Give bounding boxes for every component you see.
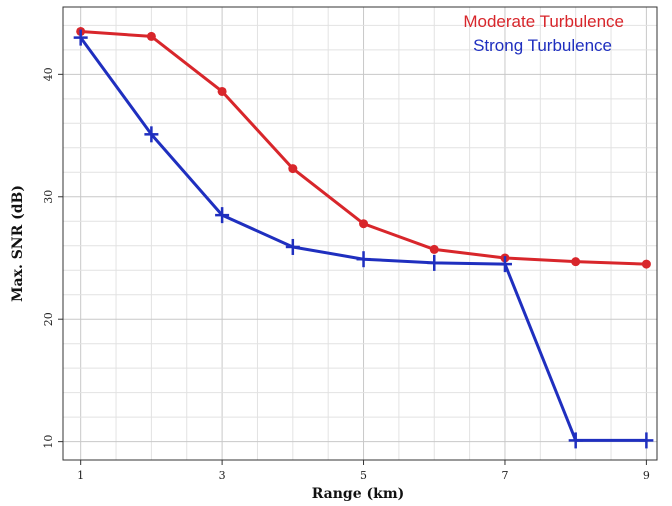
x-tick-label: 5 bbox=[360, 469, 367, 482]
series-moderate bbox=[76, 26, 651, 269]
legend: Moderate Turbulence Strong Turbulence bbox=[463, 12, 624, 55]
plot-frame bbox=[62, 6, 658, 461]
data-point bbox=[639, 432, 654, 449]
data-point bbox=[285, 238, 300, 255]
data-point bbox=[429, 244, 439, 254]
y-tick-label: 10 bbox=[42, 435, 55, 449]
data-point bbox=[288, 164, 298, 174]
data-point bbox=[146, 31, 156, 41]
y-tick-label: 40 bbox=[42, 67, 55, 81]
data-point bbox=[217, 86, 227, 96]
data-point bbox=[497, 256, 512, 273]
y-axis-title: Max. SNR (dB) bbox=[10, 185, 26, 302]
data-point bbox=[641, 259, 651, 269]
series-strong bbox=[73, 29, 654, 449]
data-point bbox=[568, 432, 583, 449]
data-point bbox=[356, 251, 371, 268]
grid bbox=[63, 7, 657, 460]
y-tick-label: 30 bbox=[42, 190, 55, 204]
data-point bbox=[144, 126, 159, 143]
x-tick-label: 9 bbox=[643, 469, 650, 482]
x-tick-label: 7 bbox=[501, 469, 508, 482]
data-point bbox=[571, 257, 581, 267]
data-point bbox=[427, 254, 442, 271]
axis-ticks: 1 3 5 7 9 10 20 30 40 bbox=[42, 67, 650, 482]
x-tick-label: 3 bbox=[219, 469, 226, 482]
data-point bbox=[359, 219, 369, 229]
series-group bbox=[73, 26, 654, 449]
data-point bbox=[215, 207, 230, 224]
legend-entry-moderate: Moderate Turbulence bbox=[463, 12, 624, 31]
legend-entry-strong: Strong Turbulence bbox=[473, 36, 612, 55]
data-point bbox=[73, 29, 88, 46]
y-tick-label: 20 bbox=[42, 312, 55, 326]
x-axis-title: Range (km) bbox=[312, 486, 405, 502]
x-tick-label: 1 bbox=[77, 469, 84, 482]
